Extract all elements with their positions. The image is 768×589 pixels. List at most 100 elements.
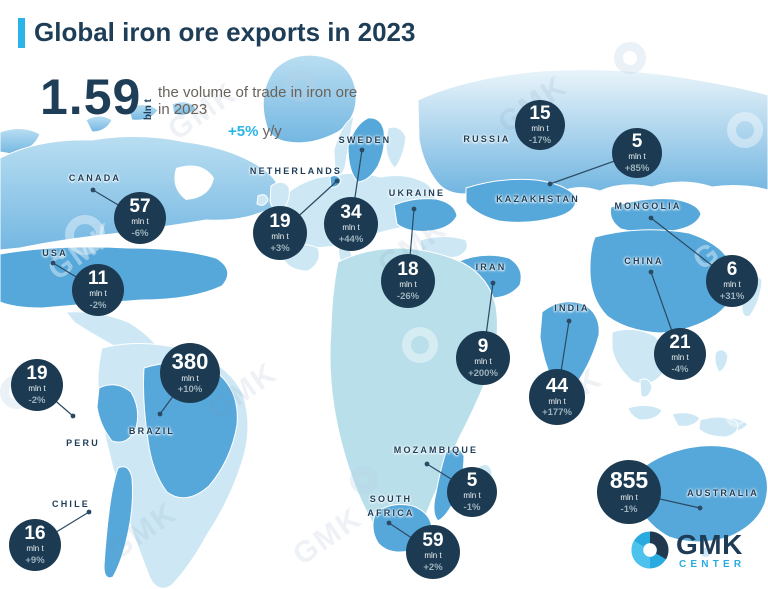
export-value: 59 — [422, 530, 444, 551]
bubble-kazakhstan: 5 mln t +85% — [612, 128, 662, 178]
country-label-chile: CHILE — [52, 499, 90, 509]
export-value: 21 — [669, 332, 691, 353]
country-peru — [96, 384, 139, 443]
country-chile — [103, 466, 133, 579]
export-unit: mln t — [531, 124, 549, 133]
export-value: 5 — [631, 131, 643, 152]
country-label-netherlands: NETHERLANDS — [249, 166, 343, 176]
total-trade-stat: 1.59 bln t — [40, 69, 155, 125]
export-value: 5 — [466, 470, 478, 491]
export-value: 57 — [129, 196, 151, 217]
gmk-logo-donut-icon — [631, 531, 669, 569]
country-label-mozambique: MOZAMBIQUE — [393, 445, 479, 455]
export-change: -1% — [463, 501, 481, 513]
total-unit: bln t — [143, 98, 155, 120]
country-ukraine — [393, 198, 458, 232]
export-change: -26% — [396, 290, 420, 302]
export-unit: mln t — [424, 551, 442, 560]
region-indonesia — [627, 404, 663, 421]
export-unit: mln t — [26, 544, 44, 553]
bubble-australia: 855 mln t -1% — [597, 460, 661, 524]
region-philippines — [714, 349, 729, 373]
export-unit: mln t — [131, 217, 149, 226]
country-sweden — [347, 117, 385, 183]
country-label-iran: IRAN — [475, 262, 507, 272]
country-label-south-africa: SOUTH AFRICA — [367, 494, 415, 518]
export-unit: mln t — [399, 280, 417, 289]
export-change: +9% — [25, 554, 45, 566]
export-value: 6 — [726, 259, 738, 280]
export-value: 18 — [397, 259, 419, 280]
export-unit: mln t — [463, 491, 481, 500]
export-change: +10% — [177, 384, 203, 396]
export-value: 15 — [529, 103, 551, 124]
region-malay — [639, 378, 653, 398]
export-unit: mln t — [271, 232, 289, 241]
export-change: +2% — [423, 561, 443, 573]
bubble-sweden: 34 mln t +44% — [324, 197, 378, 251]
bubble-iran: 9 mln t +200% — [456, 331, 510, 385]
continent-africa — [329, 247, 498, 549]
export-unit: mln t — [89, 289, 107, 298]
region-new-guinea — [698, 416, 739, 438]
stat-description: the volume of trade in iron ore in 2023 … — [158, 84, 357, 140]
region-finland — [385, 126, 407, 169]
country-label-kazakhstan: KAZAKHSTAN — [496, 194, 580, 204]
bubble-mongolia: 6 mln t +31% — [706, 255, 758, 307]
export-change: -2% — [89, 299, 107, 311]
export-change: -17% — [528, 134, 552, 146]
bubble-chile: 16 mln t +9% — [9, 519, 61, 571]
country-label-usa: USA — [42, 248, 68, 258]
export-unit: mln t — [181, 373, 199, 383]
export-change: +177% — [542, 407, 572, 419]
brand-name: GMK — [676, 529, 743, 560]
region-indonesia — [671, 412, 701, 427]
export-change: +3% — [270, 242, 290, 254]
country-label-sweden: SWEDEN — [338, 135, 392, 145]
bubble-south-africa: 59 mln t +2% — [406, 525, 460, 579]
bubble-mozambique: 5 mln t -1% — [447, 467, 497, 517]
country-label-russia: RUSSIA — [463, 134, 511, 144]
hudson-bay — [174, 165, 214, 200]
country-label-mongolia: MONGOLIA — [614, 201, 682, 211]
bubble-india: 44 mln t +177% — [529, 369, 585, 425]
stat-change: +5% y/y — [228, 123, 357, 140]
arctic-island — [85, 115, 113, 133]
arctic-island — [171, 101, 197, 116]
total-value: 1.59 — [40, 69, 142, 125]
bubble-canada: 57 mln t -6% — [114, 192, 166, 244]
export-value: 19 — [269, 211, 291, 232]
export-unit: mln t — [671, 353, 689, 362]
bubble-usa: 11 mln t -2% — [72, 264, 124, 316]
export-change: +44% — [338, 233, 364, 245]
export-value: 16 — [24, 523, 46, 544]
country-mongolia — [610, 198, 702, 234]
export-value: 44 — [545, 374, 569, 397]
export-change: +85% — [624, 162, 650, 174]
export-value: 855 — [609, 467, 649, 493]
bubble-brazil: 380 mln t +10% — [160, 343, 220, 403]
country-label-china: CHINA — [624, 256, 664, 266]
country-label-canada: CANADA — [68, 173, 122, 183]
stat-description-line2: in 2023 — [158, 101, 208, 119]
bubble-ukraine: 18 mln t -26% — [381, 254, 435, 308]
stat-description-line1: the volume of trade in iron ore — [158, 84, 358, 101]
export-value: 19 — [26, 363, 48, 384]
export-unit: mln t — [723, 280, 741, 289]
brand-subname: CENTER — [679, 559, 746, 570]
country-label-australia: AUSTRALIA — [687, 488, 759, 498]
export-unit: mln t — [628, 152, 646, 161]
title-accent-bar — [18, 17, 25, 48]
export-change: -6% — [131, 227, 149, 239]
export-unit: mln t — [620, 493, 638, 502]
region-greenland — [262, 54, 357, 144]
country-label-brazil: BRAZIL — [128, 426, 176, 436]
export-value: 11 — [87, 268, 109, 289]
export-value: 380 — [171, 348, 209, 374]
bubble-russia: 15 mln t -17% — [515, 100, 565, 150]
region-ireland — [256, 194, 269, 206]
stat-change-percent: +5% — [228, 122, 259, 140]
export-change: -4% — [671, 363, 689, 375]
